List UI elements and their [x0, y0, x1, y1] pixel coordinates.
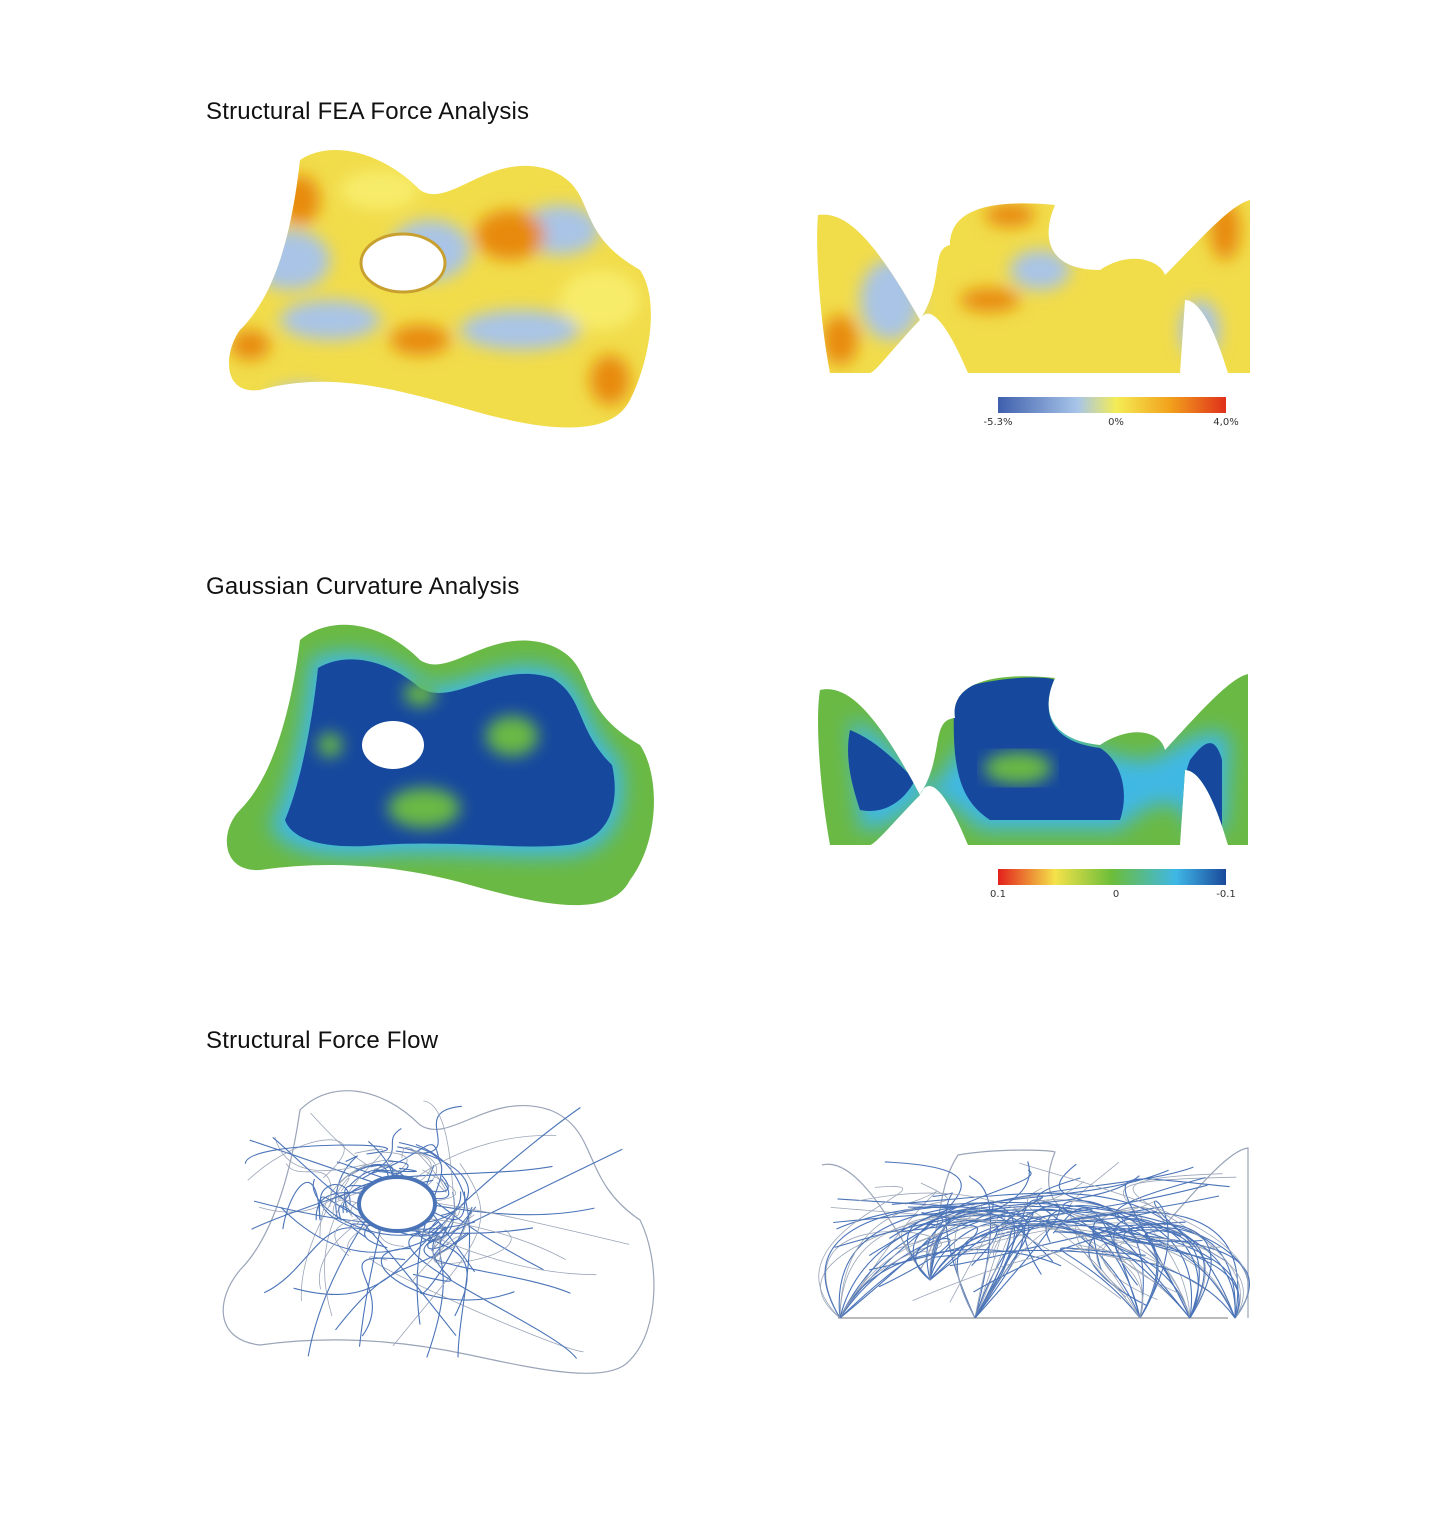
flow-line: [272, 1136, 448, 1237]
flow-line: [1054, 1231, 1240, 1319]
flow-line: [818, 1186, 904, 1319]
flow-line: [889, 1202, 1016, 1319]
flow-line: [434, 1229, 512, 1264]
flow-line: [370, 1144, 440, 1175]
flow-line: [833, 1209, 1236, 1319]
flow-line: [929, 1218, 1122, 1300]
flow-line: [361, 1257, 406, 1337]
flow-line: [420, 1206, 473, 1295]
flow-line: [973, 1229, 1200, 1319]
flow-line: [932, 1249, 1236, 1319]
fea-legend-tick-max: 4,0%: [1213, 417, 1239, 428]
flow-line: [1052, 1207, 1141, 1319]
flow-line: [247, 1139, 345, 1181]
flow-line: [373, 1167, 417, 1175]
flow-line: [839, 1166, 1194, 1319]
flow-line: [915, 1161, 1031, 1281]
flow-line: [263, 1227, 375, 1294]
flow-line: [244, 1144, 389, 1164]
flow-line: [392, 1163, 482, 1347]
curvature-elevation-view: [818, 674, 1248, 845]
flow-line: [836, 1201, 1249, 1319]
flow-line: [427, 1107, 581, 1250]
flow-line: [408, 1232, 578, 1359]
curvature-legend-tick-mid: 0: [1112, 889, 1120, 900]
flow-line: [824, 1205, 963, 1319]
flow-line: [412, 1226, 452, 1282]
flow-line: [922, 1223, 978, 1281]
flow-line: [1139, 1200, 1227, 1319]
flow-line: [974, 1223, 1221, 1319]
flow-line: [839, 1208, 1073, 1319]
flow-line: [335, 1155, 358, 1219]
flow-line: [1123, 1223, 1212, 1319]
flow-line: [411, 1209, 474, 1283]
fea-legend-tick-mid: 0%: [1108, 417, 1124, 428]
flow-line: [839, 1236, 991, 1319]
flow-line: [932, 1192, 976, 1319]
flow-line: [319, 1159, 394, 1238]
flow-line: [974, 1219, 1158, 1319]
section-title-fea: Structural FEA Force Analysis: [206, 98, 530, 125]
fea-legend-tick-min: -5.3%: [983, 417, 1013, 428]
flow-line: [929, 1196, 1043, 1281]
curvature-legend-bar: [998, 869, 1226, 885]
flow-line: [350, 1197, 630, 1245]
flow-line: [1088, 1226, 1213, 1319]
section-title-force-flow: Structural Force Flow: [206, 1027, 439, 1054]
flow-line: [825, 1231, 942, 1319]
fea-legend-bar: [998, 397, 1226, 413]
flow-line: [1075, 1218, 1191, 1319]
flow-line: [1132, 1173, 1241, 1319]
flow-line: [1058, 1163, 1193, 1319]
flow-line: [949, 1212, 1006, 1319]
flow-line: [1019, 1162, 1249, 1319]
flow-line: [423, 1235, 571, 1294]
flow-line: [282, 1181, 321, 1230]
flow-line: [929, 1210, 1146, 1281]
flow-line: [1092, 1220, 1191, 1319]
flow-line: [1096, 1241, 1191, 1319]
flow-line: [839, 1209, 1133, 1319]
flow-line: [274, 1136, 367, 1176]
flow-line: [401, 1147, 447, 1193]
flow-line: [891, 1192, 1236, 1319]
curvature-legend-tick-min: -0.1: [1216, 889, 1236, 900]
flow-line: [921, 1211, 1236, 1319]
curvature-plan-view: [226, 624, 654, 906]
flow-line: [974, 1214, 1051, 1319]
fea-plan-view: [228, 150, 651, 428]
flow-line: [280, 1206, 442, 1253]
flow-line: [285, 1163, 332, 1208]
flow-line: [342, 1165, 553, 1214]
flow-line: [912, 1248, 1143, 1319]
flow-line: [857, 1192, 1141, 1319]
fea-elevation-view: [817, 200, 1250, 373]
flow-line: [1068, 1161, 1141, 1319]
flow-line: [944, 1222, 1206, 1319]
curvature-legend-tick-max: 0.1: [990, 889, 1006, 900]
flow-line: [335, 1233, 470, 1331]
section-title-curvature: Gaussian Curvature Analysis: [206, 573, 520, 600]
flow-line: [1115, 1219, 1250, 1319]
flow-line: [834, 1214, 1024, 1319]
flow-line: [974, 1200, 1156, 1319]
